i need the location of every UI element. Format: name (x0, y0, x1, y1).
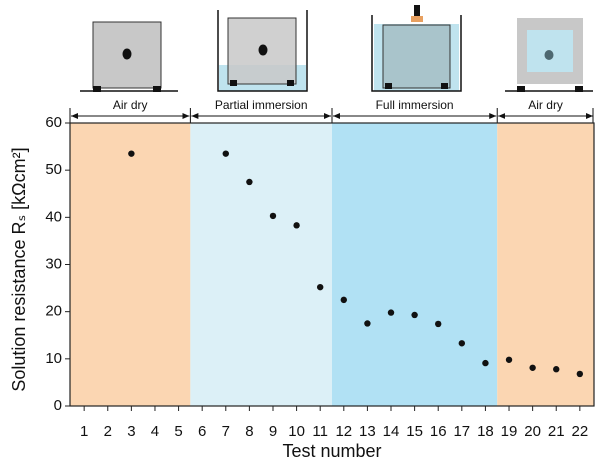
data-point (506, 357, 512, 363)
data-point (270, 213, 276, 219)
data-point (317, 284, 323, 290)
data-point (459, 340, 465, 346)
data-point (411, 312, 417, 318)
x-tick-label: 2 (104, 423, 112, 440)
data-point (482, 360, 488, 366)
x-tick-label: 18 (477, 423, 494, 440)
region (497, 123, 594, 406)
x-tick-label: 3 (127, 423, 135, 440)
data-point (341, 297, 347, 303)
region-label: Partial immersion (215, 98, 308, 112)
data-point (128, 150, 134, 156)
x-tick-label: 5 (174, 423, 182, 440)
data-point (577, 371, 583, 377)
x-tick-label: 7 (222, 423, 230, 440)
region-label: Air dry (528, 98, 563, 112)
data-point (364, 320, 370, 326)
region (332, 123, 497, 406)
x-tick-label: 21 (548, 423, 565, 440)
x-tick-label: 20 (524, 423, 541, 440)
x-tick-label: 11 (312, 423, 328, 440)
schematics (80, 5, 593, 92)
x-tick-label: 6 (198, 423, 206, 440)
data-point (293, 222, 299, 228)
x-tick-label: 13 (359, 423, 376, 440)
data-point (435, 321, 441, 327)
y-tick-label: 50 (45, 161, 62, 178)
data-point (553, 366, 559, 372)
data-point (529, 365, 535, 371)
data-point (246, 179, 252, 185)
y-axis-title: Solution resistance Rₛ [kΩcm²] (9, 147, 29, 391)
y-tick-label: 20 (45, 303, 62, 320)
x-tick-label: 9 (269, 423, 277, 440)
y-tick-label: 0 (54, 397, 62, 414)
data-point (223, 150, 229, 156)
region-label: Full immersion (376, 98, 454, 112)
x-tick-label: 8 (245, 423, 253, 440)
chart: Air dry Partial immersion Full immersion Ai… (0, 0, 596, 462)
x-tick-label: 17 (453, 423, 470, 440)
x-tick-label: 1 (80, 423, 88, 440)
x-axis-title: Test number (282, 441, 381, 461)
y-tick-label: 40 (45, 208, 62, 225)
x-tick-label: 10 (288, 423, 305, 440)
y-tick-label: 10 (45, 350, 62, 367)
x-tick-label: 4 (151, 423, 159, 440)
data-point (388, 309, 394, 315)
y-tick-label: 60 (45, 114, 62, 131)
y-tick-label: 30 (45, 255, 62, 272)
x-tick-label: 15 (406, 423, 423, 440)
x-tick-label: 12 (335, 423, 352, 440)
x-tick-label: 19 (501, 423, 518, 440)
x-tick-label: 16 (430, 423, 447, 440)
region (70, 123, 190, 406)
x-tick-label: 14 (383, 423, 400, 440)
x-tick-label: 22 (571, 423, 588, 440)
region (190, 123, 332, 406)
region-label: Air dry (113, 98, 148, 112)
